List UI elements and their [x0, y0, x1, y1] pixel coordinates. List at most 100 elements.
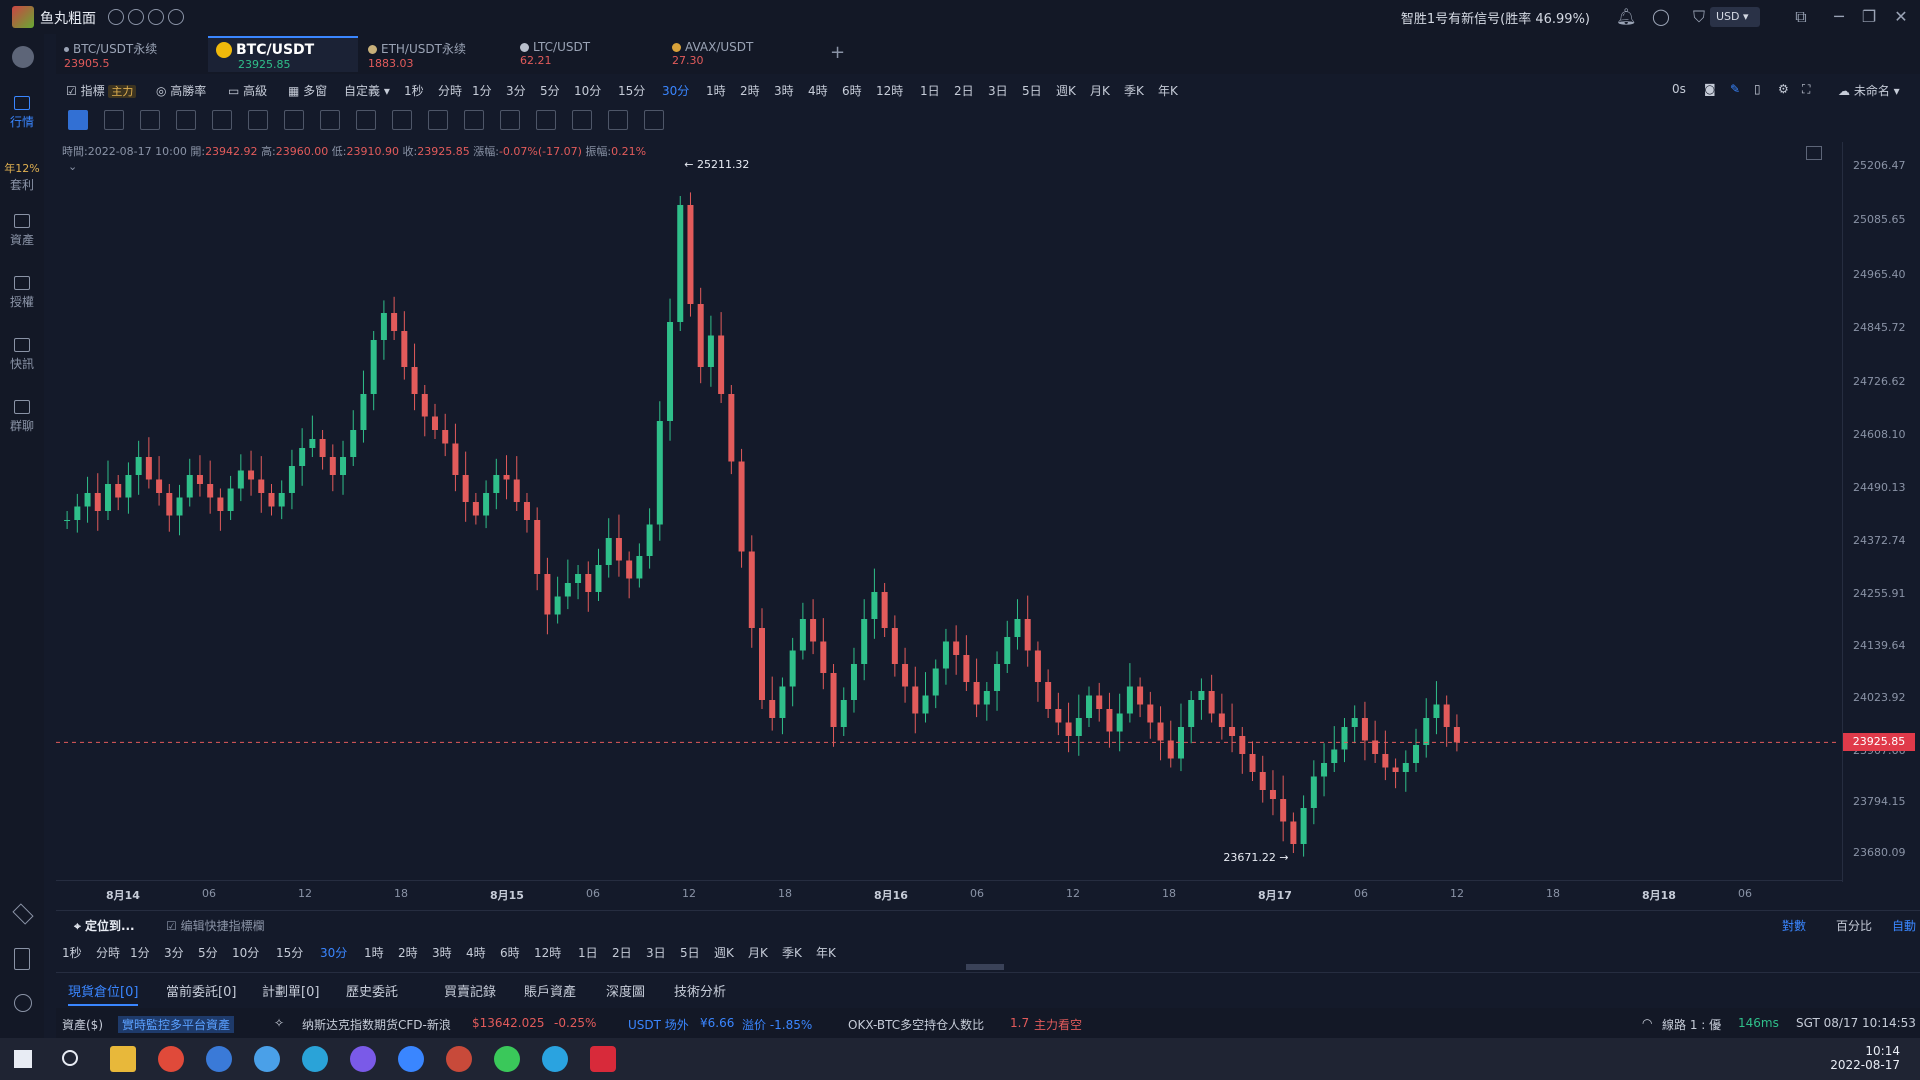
bell-icon[interactable]: 🔔︎	[1616, 7, 1637, 26]
gear-icon[interactable]: ⚙	[1778, 82, 1789, 96]
tab-depth-chart[interactable]: 深度圖	[606, 985, 646, 1000]
check-icon[interactable]	[148, 9, 164, 25]
folder-icon[interactable]	[110, 1046, 136, 1072]
fib-tool-icon[interactable]	[212, 110, 232, 130]
interval-18[interactable]: 週K	[1056, 84, 1076, 98]
asset-monitor-link[interactable]: 實時監控多平台資產	[118, 1016, 235, 1033]
tab-btc-usdt-perp[interactable]: BTC/USDT永续 23905.5	[64, 42, 158, 70]
interval-13[interactable]: 12時	[876, 84, 904, 98]
sidebar-item-authorize[interactable]: 授權	[0, 276, 44, 310]
lower-interval-21[interactable]: 年K	[816, 946, 836, 960]
trash-icon[interactable]	[644, 110, 664, 130]
chat-icon[interactable]: ◯	[1652, 7, 1670, 26]
lower-interval-18[interactable]: 週K	[714, 946, 734, 960]
device-icon[interactable]	[14, 948, 30, 970]
record-icon[interactable]	[590, 1046, 616, 1072]
lower-interval-5[interactable]: 10分	[232, 946, 260, 960]
pen-icon[interactable]: ✎	[1730, 82, 1741, 96]
interval-5[interactable]: 10分	[574, 84, 602, 98]
interval-3[interactable]: 3分	[506, 84, 526, 98]
custom-dropdown[interactable]: 自定義 ▾	[344, 84, 390, 98]
sidebar-item-group-chat[interactable]: 群聊	[0, 400, 44, 434]
discord-icon[interactable]	[350, 1046, 376, 1072]
interval-9[interactable]: 2時	[740, 84, 760, 98]
pause-icon[interactable]	[108, 9, 124, 25]
sidebar-item-arbitrage[interactable]: 年12% 套利	[4, 162, 40, 192]
tab-btc-usdt[interactable]: BTC/USDT 23925.85	[208, 36, 358, 72]
locate-button[interactable]: ⌖ 定位到...	[74, 919, 135, 933]
lower-interval-16[interactable]: 3日	[646, 946, 666, 960]
wechat-icon[interactable]	[494, 1046, 520, 1072]
interval-21[interactable]: 年K	[1158, 84, 1178, 98]
close-icon[interactable]: ✕	[1894, 7, 1908, 26]
tab-ltc-usdt[interactable]: LTC/USDT 62.21	[520, 40, 591, 67]
camera-icon[interactable]: ◙	[1704, 82, 1716, 96]
lower-interval-9[interactable]: 2時	[398, 946, 418, 960]
tab-spot-positions[interactable]: 現貨倉位[0]	[68, 981, 139, 1006]
interval-12[interactable]: 6時	[842, 84, 862, 98]
lower-interval-6[interactable]: 15分	[276, 946, 304, 960]
lower-interval-12[interactable]: 6時	[500, 946, 520, 960]
interval-19[interactable]: 月K	[1090, 84, 1110, 98]
sidebar-item-news[interactable]: 快訊	[0, 338, 44, 372]
tab-eth-usdt-perp[interactable]: ETH/USDT永续 1883.03	[368, 42, 466, 70]
layout-name-dropdown[interactable]: ☁ 未命名 ▾	[1838, 84, 1900, 98]
copy-tool-icon[interactable]	[572, 110, 592, 130]
interval-4[interactable]: 5分	[540, 84, 560, 98]
interval-11[interactable]: 4時	[808, 84, 828, 98]
fish-app-icon[interactable]	[446, 1046, 472, 1072]
log-scale-toggle[interactable]: 對數	[1782, 919, 1807, 933]
currency-select[interactable]: USD ▾	[1710, 7, 1760, 27]
interval-1[interactable]: 分時	[438, 84, 463, 98]
win-rate-button[interactable]: ◎ 高勝率	[156, 84, 207, 98]
interval-20[interactable]: 季K	[1124, 84, 1144, 98]
sidebar-item-market[interactable]: 行情	[0, 96, 44, 130]
tab-technical-analysis[interactable]: 技術分析	[674, 985, 727, 1000]
percent-scale-toggle[interactable]: 百分比	[1836, 919, 1873, 933]
template-tool-icon[interactable]	[608, 110, 628, 130]
lower-interval-1[interactable]: 分時	[96, 946, 121, 960]
interval-2[interactable]: 1分	[472, 84, 492, 98]
edit-shortcut-button[interactable]: ☑ 编辑快捷指標欄	[166, 919, 265, 933]
chrome-icon[interactable]	[158, 1046, 184, 1072]
signal-notice[interactable]: 智胜1号有新信号(胜率 46.99%)	[1400, 12, 1590, 27]
lower-interval-4[interactable]: 5分	[198, 946, 218, 960]
lower-interval-20[interactable]: 季K	[782, 946, 802, 960]
shirt-icon[interactable]: ⛉	[1692, 7, 1705, 26]
pattern-tool-icon[interactable]	[356, 110, 376, 130]
lock-tool-icon[interactable]	[536, 110, 556, 130]
measure-tool-icon[interactable]	[284, 110, 304, 130]
add-tab-button[interactable]: +	[830, 42, 846, 63]
interval-15[interactable]: 2日	[954, 84, 974, 98]
resize-handle[interactable]	[966, 964, 1004, 970]
restore-icon[interactable]: ❐	[1861, 7, 1877, 26]
popout-icon[interactable]: ⧉	[1795, 7, 1807, 26]
tab-account-assets[interactable]: 賬戶資產	[524, 985, 577, 1000]
news-ticker[interactable]: 纳斯达克指数期货CFD-新浪	[302, 1018, 451, 1032]
tab-plan-orders[interactable]: 計劃單[0]	[262, 985, 320, 1000]
lower-interval-19[interactable]: 月K	[748, 946, 768, 960]
diamond-icon[interactable]	[12, 903, 34, 925]
interval-0[interactable]: 1秒	[404, 84, 424, 98]
line-tool-icon[interactable]	[104, 110, 124, 130]
lower-interval-7[interactable]: 30分	[320, 946, 348, 960]
start-icon[interactable]	[14, 1050, 32, 1068]
indicator-button[interactable]: ☑ 指標 主力	[66, 82, 137, 99]
lower-interval-17[interactable]: 5日	[680, 946, 700, 960]
phone-icon[interactable]	[168, 9, 184, 25]
multi-window-button[interactable]: ▦ 多窗	[288, 84, 328, 98]
lower-interval-2[interactable]: 1分	[130, 946, 150, 960]
candlestick-chart[interactable]: ← 25211.32 23671.22 →	[56, 142, 1840, 880]
interval-10[interactable]: 3時	[774, 84, 794, 98]
interval-14[interactable]: 1日	[920, 84, 940, 98]
channel-tool-icon[interactable]	[140, 110, 160, 130]
line-label[interactable]: 線路 1 : 優	[1662, 1018, 1722, 1032]
tab-trade-records[interactable]: 買賣記錄	[444, 985, 497, 1000]
sidebar-item-assets[interactable]: 資產	[0, 214, 44, 248]
hide-tool-icon[interactable]	[392, 110, 412, 130]
settings-icon[interactable]	[14, 994, 32, 1012]
rectangle-tool-icon[interactable]	[176, 110, 196, 130]
interval-8[interactable]: 1時	[706, 84, 726, 98]
fullscreen-icon[interactable]: ⛶	[1802, 82, 1811, 96]
expand-icon[interactable]	[1806, 146, 1822, 160]
